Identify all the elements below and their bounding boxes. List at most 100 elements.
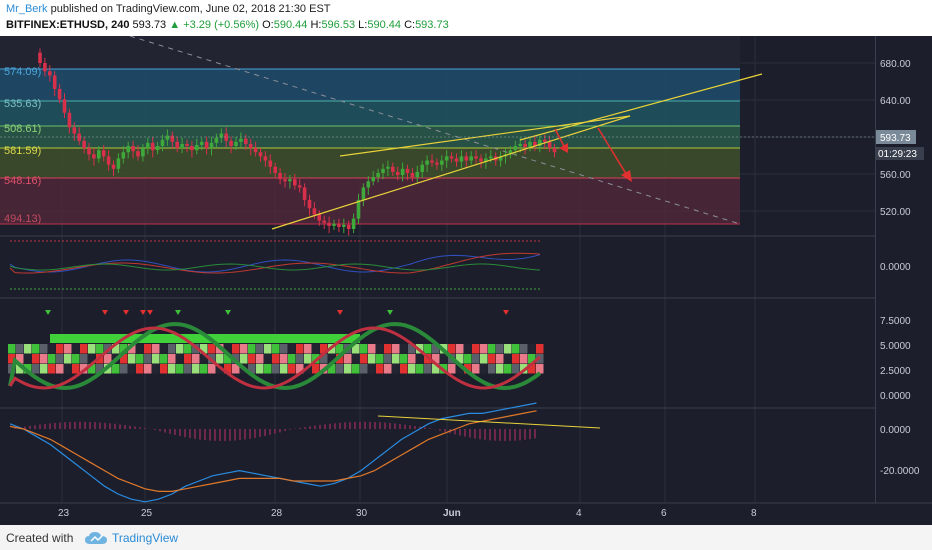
heatmap-cell <box>320 354 328 364</box>
heatmap-cell <box>184 344 192 354</box>
heatmap-tick-label: 2.5000 <box>880 366 911 377</box>
candle <box>547 141 552 149</box>
chart-area[interactable]: 574.09) 535.63) 508.61) 581.59) 548.16) 494.1… <box>0 36 932 525</box>
heatmap-cell <box>112 364 120 374</box>
heatmap-cell <box>368 344 376 354</box>
publish-line: Mr_Berk published on TradingView.com, Ju… <box>6 3 331 15</box>
heatmap-cell <box>112 344 120 354</box>
candle <box>258 152 263 157</box>
chart-canvas[interactable]: 574.09) 535.63) 508.61) 581.59) 548.16) 494.1… <box>0 36 932 525</box>
heatmap-cell <box>8 354 16 364</box>
candle <box>141 148 145 157</box>
last-price-label: 593.73 <box>880 133 911 144</box>
candle <box>209 142 214 149</box>
symbol-line: BITFINEX:ETHUSD, 240 593.73 ▲ +3.29 (+0.… <box>6 19 449 31</box>
candle <box>214 137 219 143</box>
heatmap-cell <box>80 344 88 354</box>
heatmap-cell <box>256 354 264 364</box>
heatmap-cell <box>408 364 416 374</box>
candle <box>116 158 121 169</box>
high-value: 596.53 <box>321 19 356 31</box>
candle <box>425 160 429 165</box>
heatmap-cell <box>360 344 368 354</box>
tradingview-cloud-icon[interactable] <box>84 530 108 546</box>
heatmap-cell <box>160 364 168 374</box>
candle <box>67 112 72 128</box>
heatmap-cell <box>528 354 536 364</box>
heatmap-panel: 7.5000 5.0000 2.5000 0.0000 <box>8 310 911 402</box>
heatmap-cell <box>536 344 544 354</box>
heatmap-cell <box>528 344 536 354</box>
heatmap-bar <box>50 334 360 343</box>
candle <box>43 63 47 72</box>
candle <box>430 160 434 163</box>
heatmap-cell <box>200 344 208 354</box>
time-tick-label: 23 <box>58 508 70 519</box>
candle <box>376 172 380 178</box>
candle <box>146 142 150 149</box>
heatmap-cell <box>24 364 32 374</box>
candle <box>106 156 111 165</box>
candle <box>322 220 326 223</box>
heatmap-cell <box>80 354 88 364</box>
author-link[interactable]: Mr_Berk <box>6 3 48 15</box>
heatmap-cell <box>504 344 512 354</box>
tradingview-brand[interactable]: TradingView <box>112 531 179 545</box>
price-change: ▲ +3.29 (+0.56%) <box>169 19 260 31</box>
signal-marker <box>387 310 393 315</box>
heatmap-cell <box>288 354 296 364</box>
open-label: O: <box>262 19 274 31</box>
heatmap-cell <box>16 344 24 354</box>
wave-band-2 <box>8 326 541 390</box>
signal-marker <box>123 310 129 315</box>
heatmap-cell <box>176 344 184 354</box>
candle <box>48 71 52 76</box>
candle <box>361 187 366 200</box>
candle <box>400 168 405 176</box>
heatmap-cell <box>216 354 224 364</box>
heatmap-cell <box>480 354 488 364</box>
macd-tick-0: 0.0000 <box>880 425 911 436</box>
candle <box>185 143 189 146</box>
candle <box>542 139 547 142</box>
candle <box>528 141 532 148</box>
time-tick-label: 6 <box>661 508 667 519</box>
price-tick-label: 520.00 <box>880 207 911 218</box>
heatmap-cell <box>48 344 56 354</box>
price-tick-label: 640.00 <box>880 96 911 107</box>
candle <box>150 142 155 151</box>
candle <box>302 187 307 200</box>
heatmap-cell <box>488 344 496 354</box>
heatmap-cell <box>240 354 248 364</box>
heatmap-cell <box>368 354 376 364</box>
low-value: 590.44 <box>367 19 401 31</box>
heatmap-tick-label: 0.0000 <box>880 391 911 402</box>
time-tick-label: 25 <box>141 508 153 519</box>
heatmap-cell <box>424 364 432 374</box>
candle <box>136 151 140 157</box>
wedge-lower-line <box>271 115 631 230</box>
heatmap-cell <box>184 364 192 374</box>
heatmap-cell <box>512 354 520 364</box>
heatmap-cell <box>56 354 64 364</box>
candle <box>224 133 228 141</box>
heatmap-cell <box>312 364 320 374</box>
candle <box>533 141 537 146</box>
heatmap-cell <box>360 354 368 364</box>
heatmap-cell <box>152 364 160 374</box>
heatmap-cell <box>352 364 360 374</box>
candle <box>415 171 420 178</box>
candle <box>489 156 493 159</box>
fib-label: 581.59) <box>4 145 41 157</box>
heatmap-cell <box>160 354 168 364</box>
heatmap-cell <box>392 354 400 364</box>
heatmap-cell <box>520 344 528 354</box>
candle <box>165 135 170 140</box>
heatmap-cell <box>296 344 304 354</box>
candle <box>444 156 449 161</box>
heatmap-cell <box>120 354 128 364</box>
countdown-label: 01:29:23 <box>878 149 917 160</box>
heatmap-cell <box>264 364 272 374</box>
candle <box>474 156 478 159</box>
heatmap-cell <box>376 344 384 354</box>
